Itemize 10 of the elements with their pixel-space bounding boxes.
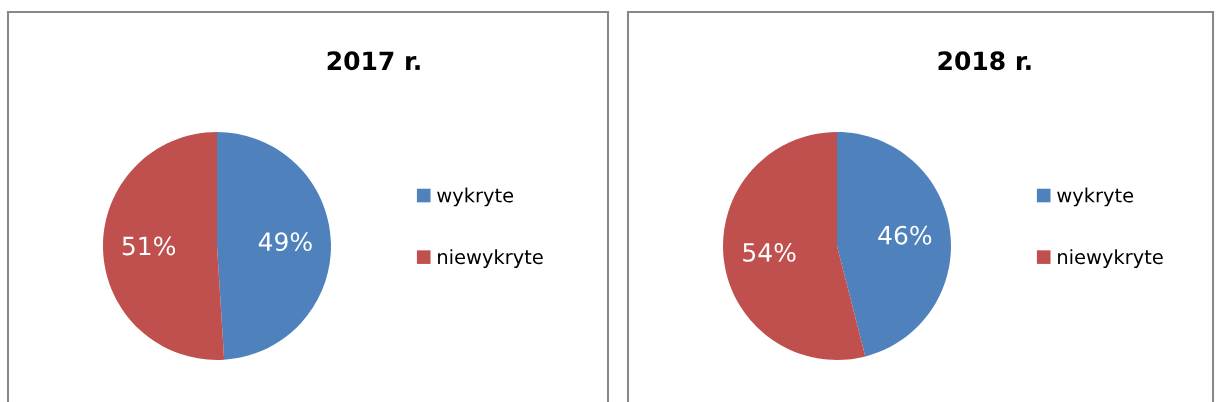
legend-label: wykryte [437, 187, 514, 207]
legend-label: wykryte [1057, 187, 1134, 207]
legend-label: niewykryte [438, 249, 543, 268]
data-label: 49% [258, 232, 312, 252]
data-label: 46% [878, 225, 932, 245]
chart-title: 2017 r. [327, 51, 420, 71]
data-label: 51% [122, 236, 176, 256]
chart-title: 2018 r. [938, 51, 1031, 71]
data-label: 54% [743, 242, 796, 262]
legend-label: niewykryte [1058, 249, 1163, 268]
